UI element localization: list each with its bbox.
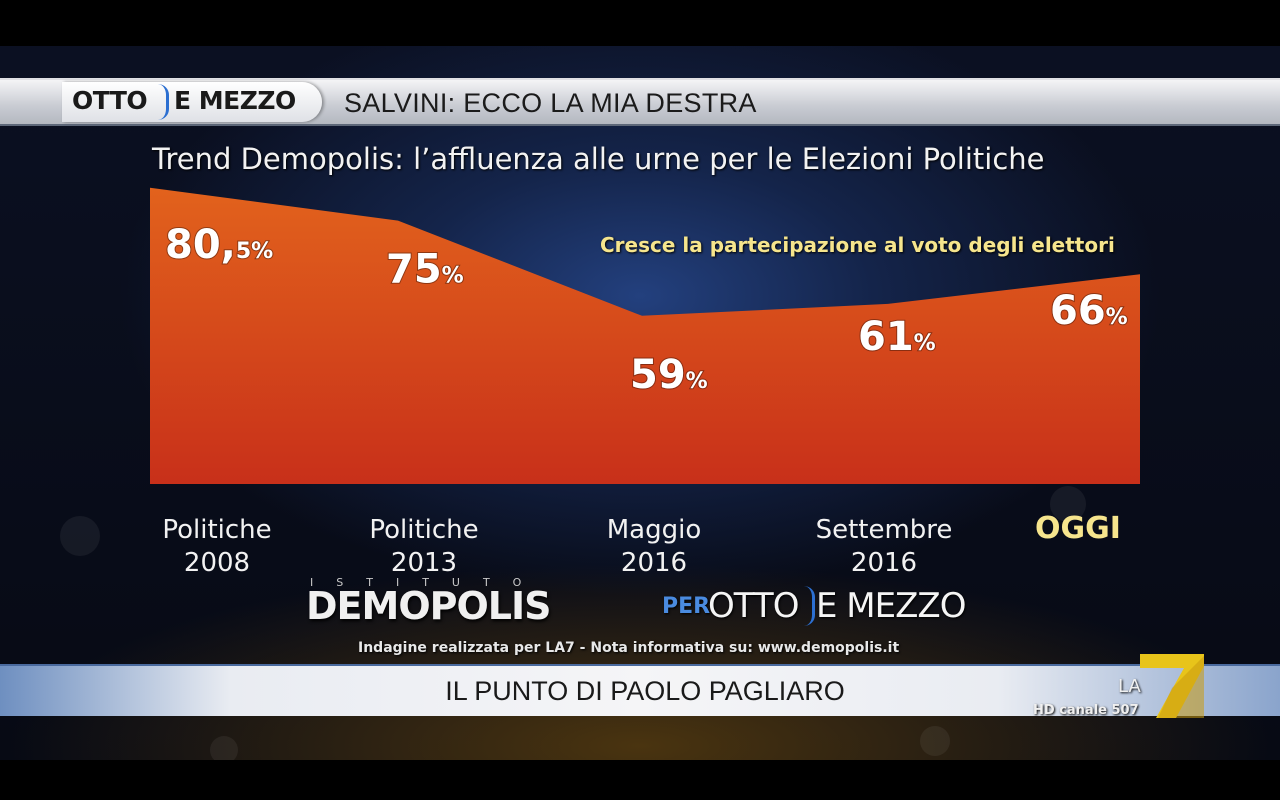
top-banner: OTTO E MEZZO SALVINI: ECCO LA MIA DESTRA	[0, 78, 1280, 126]
headline: SALVINI: ECCO LA MIA DESTRA	[344, 88, 757, 118]
logo-mezzo-text: E MEZZO	[174, 86, 296, 115]
brand-otto-text: OTTO	[708, 586, 799, 626]
brand-demopolis-text: DEMOPOLIS	[306, 584, 551, 628]
program-title: IL PUNTO DI PAOLO PAGLIARO	[445, 676, 845, 706]
category-label: OGGI	[1035, 511, 1121, 546]
brand-per-text: PER	[662, 594, 711, 619]
la7-label: LA	[1118, 676, 1141, 697]
demopolis-branding: ISTITUTO DEMOPOLIS PER OTTO E MEZZO	[306, 576, 1006, 636]
data-label: 59%	[630, 352, 708, 398]
chart-title: Trend Demopolis: l’affluenza alle urne p…	[152, 142, 1045, 176]
category-label: Maggio	[607, 515, 702, 545]
brand-mezzo-text: E MEZZO	[816, 586, 966, 626]
brand-istituto-text: ISTITUTO	[310, 576, 545, 589]
bokeh-light	[1050, 486, 1086, 522]
category-label: 2016	[621, 548, 687, 578]
program-logo: OTTO E MEZZO	[62, 82, 322, 122]
data-label: 61%	[858, 314, 936, 360]
bottom-banner: IL PUNTO DI PAOLO PAGLIARO	[0, 664, 1280, 716]
brand-separator	[804, 586, 815, 626]
category-label: 2016	[851, 548, 917, 578]
turnout-area-chart: 80,5% 75%59%61%66%Politiche2008Politiche2…	[150, 187, 1140, 578]
logo-separator	[158, 84, 169, 120]
turnout-area	[150, 187, 1140, 485]
data-label: 75%	[386, 247, 464, 293]
category-label: 2013	[391, 548, 457, 578]
la7-seven-icon	[1140, 654, 1204, 718]
logo-otto-text: OTTO	[72, 86, 148, 115]
bokeh-light	[920, 726, 950, 756]
chart-annotation: Cresce la partecipazione al voto degli e…	[600, 233, 1115, 257]
category-label: 2008	[184, 548, 250, 578]
data-label: 66%	[1050, 288, 1128, 334]
program-title-wrap: IL PUNTO DI PAOLO PAGLIARO	[0, 676, 1280, 707]
survey-footnote: Indagine realizzata per LA7 - Nota infor…	[358, 640, 900, 656]
bokeh-light	[210, 736, 238, 760]
broadcast-frame: OTTO E MEZZO SALVINI: ECCO LA MIA DESTRA…	[0, 46, 1280, 760]
bokeh-light	[60, 516, 100, 556]
channel-info: HD canale 507	[1033, 703, 1139, 718]
data-label: 80,5%	[165, 222, 273, 268]
category-label: Politiche	[369, 515, 478, 545]
la7-logo: LA	[1118, 652, 1204, 718]
category-label: Settembre	[816, 515, 953, 545]
category-label: Politiche	[162, 515, 271, 545]
